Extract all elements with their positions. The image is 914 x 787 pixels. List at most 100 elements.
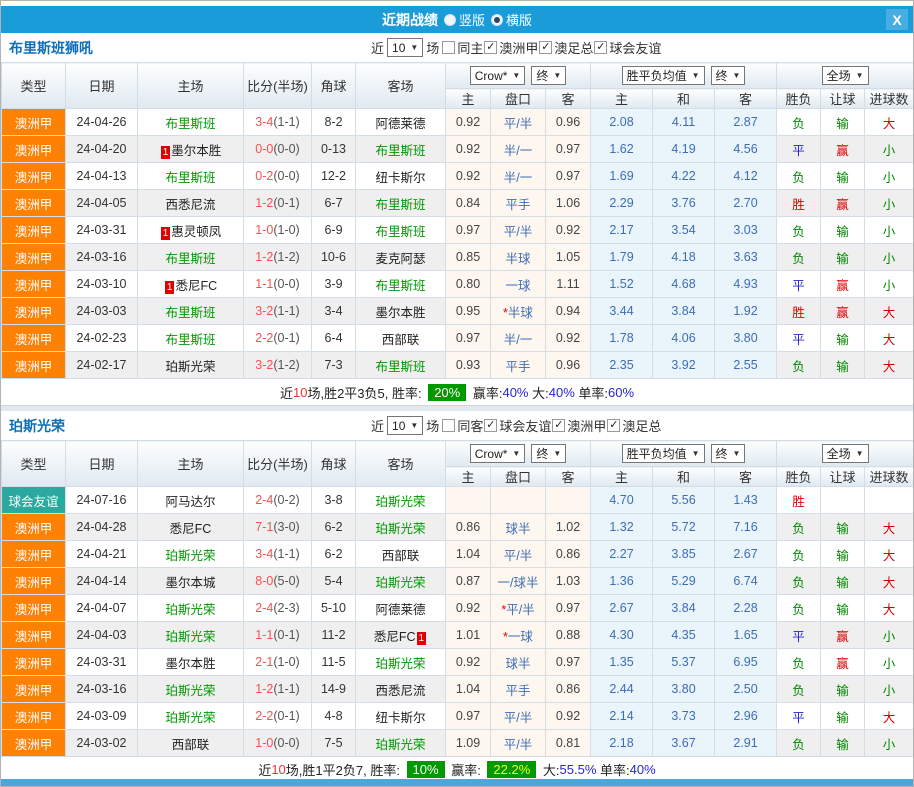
cell-avg-draw: 4.06 <box>652 324 716 352</box>
half-time-score: (0-2) <box>273 493 300 507</box>
avg-time-select[interactable]: 终 ▼ <box>710 66 746 85</box>
col-avg-away: 客 <box>714 88 778 109</box>
filter-checkbox-club-friendly[interactable]: ✓ 球会友谊 <box>484 416 551 435</box>
cell-odds-home: 0.87 <box>445 567 491 595</box>
filter-checkbox-aus-league[interactable]: ✓ 澳洲甲 <box>484 38 538 57</box>
avg-type-select[interactable]: 胜平负均值 ▼ <box>621 66 705 85</box>
col-avg-draw: 和 <box>652 88 716 109</box>
filter-checkbox-same-away[interactable]: 同客 <box>442 416 483 435</box>
cell-avg-home: 2.08 <box>590 108 654 136</box>
full-time-score: 1-2 <box>255 682 274 696</box>
filter-checkbox-label: 澳足总 <box>622 419 662 434</box>
col-goals: 进球数 <box>864 466 913 487</box>
checkbox-checked-icon: ✓ <box>607 419 621 432</box>
cell-result: 平 <box>776 270 822 298</box>
col-avg-home: 主 <box>590 88 654 109</box>
filter-checkbox-club-friendly[interactable]: ✓ 球会友谊 <box>594 38 661 57</box>
games-label: 场 <box>426 41 440 56</box>
cell-odds-away: 0.88 <box>544 621 592 649</box>
cell-let-result: 输 <box>820 162 866 190</box>
cell-avg-draw: 5.72 <box>652 513 716 541</box>
cell-score: 3-2(1-2) <box>243 351 312 379</box>
half-time-score: (1-1) <box>273 115 300 129</box>
chevron-down-icon: ▼ <box>553 71 562 80</box>
avg-type-select[interactable]: 胜平负均值 ▼ <box>621 444 705 463</box>
team-name: 墨尔本胜 <box>165 656 216 671</box>
recent-count-select[interactable]: 10 ▼ <box>387 416 424 435</box>
full-time-score: 2-2 <box>255 331 274 345</box>
scope-select[interactable]: 全场 ▼ <box>821 444 869 463</box>
summary-segment: 55.5% <box>559 761 597 777</box>
cell-type: 澳洲甲 <box>1 648 66 676</box>
team-name: 墨尔本城 <box>165 575 216 590</box>
cell-score: 1-1(0-1) <box>243 621 312 649</box>
summary-segment: 单率: <box>574 385 608 401</box>
cell-home: 布里斯班 <box>137 162 244 190</box>
filter-checkbox-aus-league[interactable]: ✓ 澳洲甲 <box>552 416 606 435</box>
cell-away: 阿德莱德 <box>355 108 446 136</box>
avg-time-select[interactable]: 终 ▼ <box>710 444 746 463</box>
cell-result: 负 <box>776 243 822 271</box>
odds-company-select[interactable]: Crow* ▼ <box>469 66 526 85</box>
near-label: 近 <box>371 419 385 434</box>
handicap-text: 平/半 <box>506 602 535 617</box>
cell-handicap <box>490 486 546 514</box>
cell-handicap: 平手 <box>490 351 546 379</box>
half-time-score: (1-0) <box>273 223 300 237</box>
cell-home: 珀斯光荣 <box>137 351 244 379</box>
results-table: 类型 日期 主场 比分(半场) 角球 客场 Crow* ▼ 终 ▼ 胜平负均 <box>1 62 913 379</box>
chevron-down-icon: ▼ <box>410 421 419 430</box>
cell-result: 负 <box>776 540 822 568</box>
half-time-score: (3-0) <box>273 520 300 534</box>
summary-segment: 40% <box>629 761 656 777</box>
team-name: 布里斯班 <box>165 116 216 131</box>
filter-checkbox-aus-cup[interactable]: ✓ 澳足总 <box>607 416 661 435</box>
cell-goals: 大 <box>864 351 913 379</box>
radio-vertical-layout[interactable]: 竖版 <box>443 10 485 29</box>
cell-avg-away: 1.43 <box>714 486 778 514</box>
cell-corner: 14-9 <box>311 675 356 703</box>
cell-type: 澳洲甲 <box>1 189 66 217</box>
section-header: 珀斯光荣 近 10 ▼ 场 同客 ✓ 球会友谊 ✓ 澳洲甲 ✓ 澳足总 <box>1 411 913 440</box>
full-time-score: 1-1 <box>255 277 274 291</box>
col-date: 日期 <box>65 440 138 487</box>
col-result: 胜负 <box>776 466 822 487</box>
cell-avg-away: 4.12 <box>714 162 778 190</box>
cell-odds-away: 0.81 <box>544 729 592 757</box>
half-time-score: (0-1) <box>273 331 300 345</box>
filter-checkbox-aus-cup[interactable]: ✓ 澳足总 <box>539 38 593 57</box>
odds-company-select[interactable]: Crow* ▼ <box>469 444 526 463</box>
half-time-score: (0-0) <box>273 277 300 291</box>
team-name: 珀斯光荣 <box>165 710 216 725</box>
cell-handicap: 球半 <box>490 648 546 676</box>
full-time-score: 7-1 <box>255 520 274 534</box>
radio-horizontal-layout[interactable]: 横版 <box>491 10 532 29</box>
cell-goals: 大 <box>864 513 913 541</box>
handicap-text: 一球 <box>505 278 531 293</box>
odds-time-select[interactable]: 终 ▼ <box>531 444 567 463</box>
half-time-score: (5-0) <box>273 574 300 588</box>
cell-odds-home: 1.01 <box>445 621 491 649</box>
table-row: 澳洲甲 24-04-28 悉尼FC 7-1(3-0) 6-2 珀斯光荣 0.86 球半 1.02… <box>1 513 913 541</box>
cell-home: 珀斯光荣 <box>137 702 244 730</box>
cell-score: 1-2(1-2) <box>243 243 312 271</box>
cell-avg-home: 1.32 <box>590 513 654 541</box>
cell-home: 墨尔本胜 <box>137 648 244 676</box>
cell-date: 24-04-20 <box>65 135 138 163</box>
cell-let-result: 输 <box>820 567 866 595</box>
cell-away: 布里斯班 <box>355 351 446 379</box>
filter-checkbox-same-home[interactable]: 同主 <box>442 38 483 57</box>
recent-count-select[interactable]: 10 ▼ <box>387 38 424 57</box>
cell-odds-away: 0.96 <box>544 108 592 136</box>
radio-checked-icon <box>491 13 503 26</box>
scope-select[interactable]: 全场 ▼ <box>821 66 869 85</box>
full-time-score: 2-2 <box>255 709 274 723</box>
chevron-down-icon: ▼ <box>732 71 741 80</box>
half-time-score: (0-0) <box>273 736 300 750</box>
cell-odds-away: 1.06 <box>544 189 592 217</box>
close-icon[interactable]: X <box>886 9 908 30</box>
cell-odds-home <box>445 486 491 514</box>
cell-date: 24-04-26 <box>65 108 138 136</box>
odds-time-select[interactable]: 终 ▼ <box>531 66 567 85</box>
cell-date: 24-03-31 <box>65 648 138 676</box>
